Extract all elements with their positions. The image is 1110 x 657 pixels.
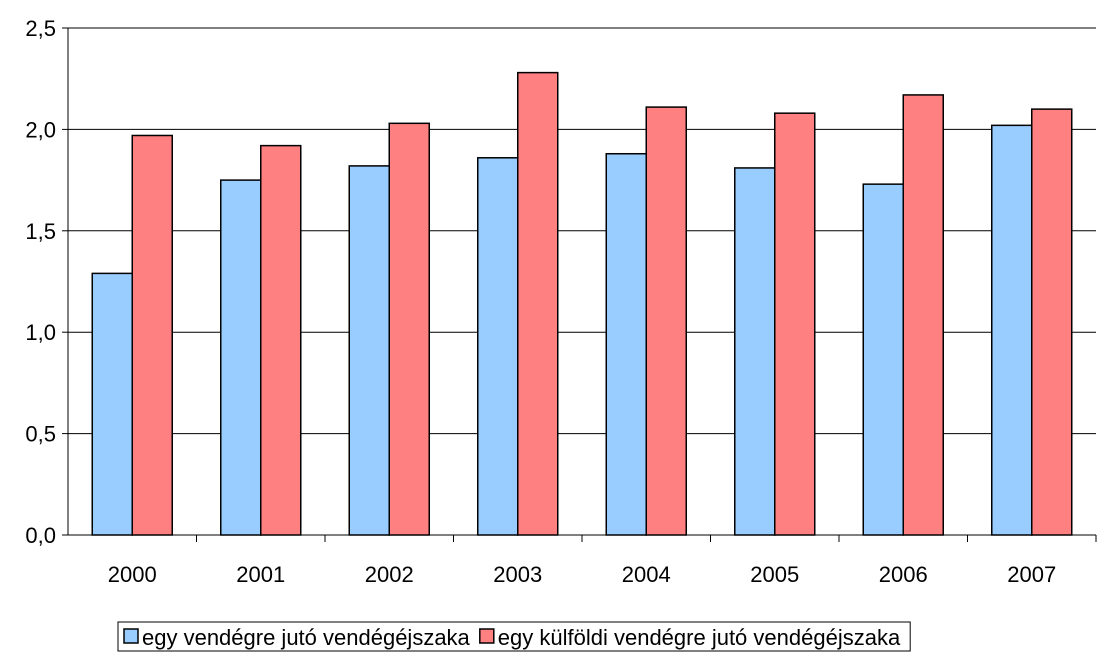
bar bbox=[991, 124, 1033, 536]
bar bbox=[477, 157, 519, 536]
x-tick-label: 2001 bbox=[236, 562, 285, 587]
bar bbox=[902, 94, 944, 536]
legend-swatch bbox=[479, 628, 495, 644]
bar bbox=[774, 112, 816, 536]
bar bbox=[91, 272, 133, 536]
x-tick-label: 2007 bbox=[1007, 562, 1056, 587]
bar bbox=[645, 106, 687, 536]
bar bbox=[388, 122, 430, 536]
bar bbox=[348, 165, 390, 536]
x-tick-label: 2003 bbox=[493, 562, 542, 587]
x-tick-label: 2006 bbox=[879, 562, 928, 587]
y-tick-label: 0,5 bbox=[25, 422, 56, 447]
legend-label: egy külföldi vendégre jutó vendégéjszaka bbox=[498, 625, 901, 650]
x-tick-label: 2000 bbox=[108, 562, 157, 587]
x-tick-label: 2004 bbox=[622, 562, 671, 587]
legend-swatch bbox=[123, 628, 139, 644]
legend-label: egy vendégre jutó vendégéjszaka bbox=[142, 625, 471, 650]
bar bbox=[862, 183, 904, 536]
x-tick-label: 2002 bbox=[365, 562, 414, 587]
y-tick-label: 1,5 bbox=[25, 219, 56, 244]
legend-box bbox=[117, 621, 911, 652]
y-tick-label: 2,0 bbox=[25, 117, 56, 142]
bar bbox=[605, 152, 647, 536]
bar bbox=[131, 134, 173, 536]
legend: egy vendégre jutó vendégéjszaka egy külfö… bbox=[117, 621, 911, 652]
bar bbox=[517, 71, 559, 536]
x-tick-label: 2005 bbox=[750, 562, 799, 587]
bar bbox=[220, 179, 262, 536]
y-tick-label: 0,0 bbox=[25, 523, 56, 548]
bar bbox=[1031, 108, 1073, 536]
bar bbox=[734, 167, 776, 536]
y-tick-label: 2,5 bbox=[25, 16, 56, 41]
y-tick-label: 1,0 bbox=[25, 320, 56, 345]
bar bbox=[260, 144, 302, 536]
